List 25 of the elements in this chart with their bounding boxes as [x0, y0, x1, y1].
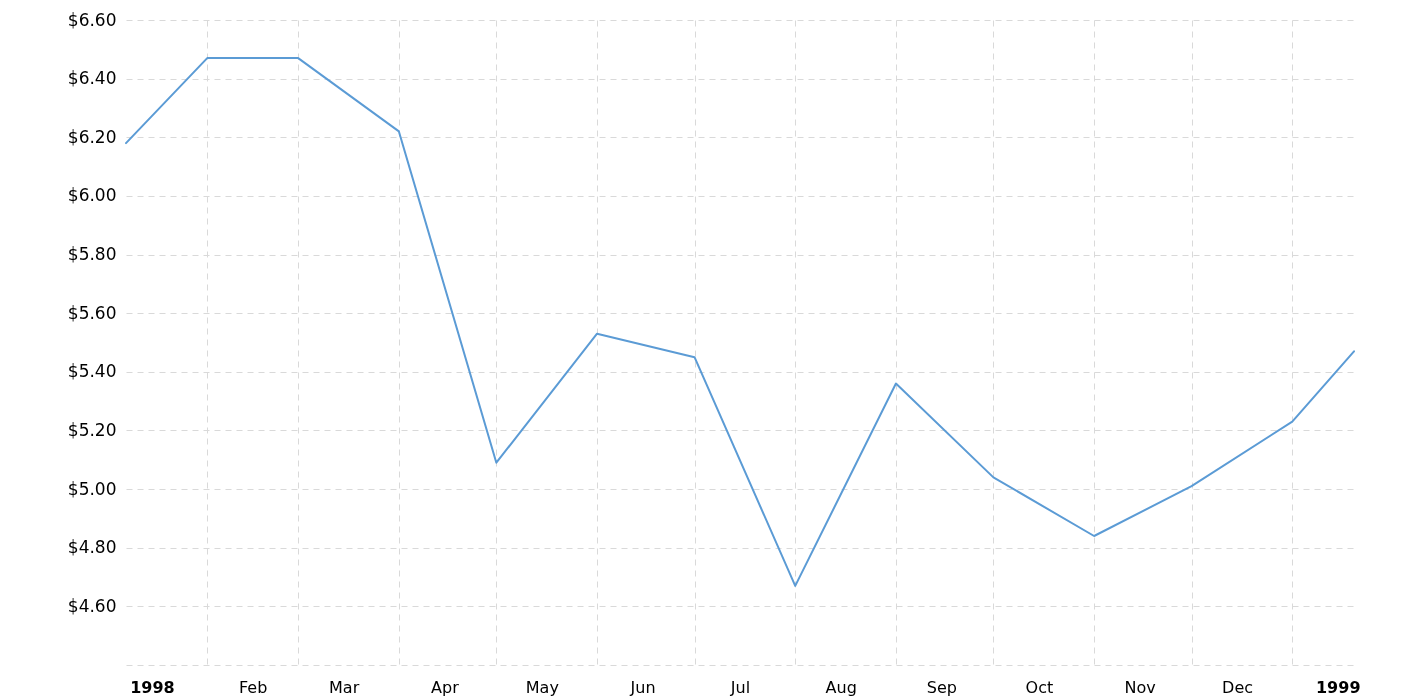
y-tick-label: $5.40 [67, 361, 117, 382]
x-tick-label: 1998 [130, 677, 175, 697]
line-series [125, 57, 1355, 587]
x-tick-label: Mar [329, 677, 360, 697]
x-tick-label: Dec [1222, 677, 1254, 697]
y-tick-label: $6.60 [67, 9, 117, 30]
y-tick-label: $6.00 [67, 185, 117, 206]
y-tick-label: $5.00 [67, 478, 117, 499]
y-tick-label: $4.80 [67, 537, 117, 558]
x-tick-label: Apr [431, 677, 460, 697]
x-tick-label: Oct [1025, 677, 1054, 697]
x-tick-label: Feb [239, 677, 268, 697]
y-tick-label: $6.20 [67, 126, 117, 147]
y-tick-label: $6.40 [67, 68, 117, 89]
y-tick-label: $4.60 [67, 595, 117, 616]
x-tick-label: Nov [1124, 677, 1156, 697]
x-tick-label: Jun [629, 677, 656, 697]
x-tick-label: Aug [825, 677, 857, 697]
x-tick-label: Sep [926, 677, 957, 697]
x-tick-label: Jul [729, 677, 751, 697]
y-tick-label: $5.80 [67, 244, 117, 265]
x-tick-label: 1999 [1315, 677, 1361, 697]
y-tick-label: $5.20 [67, 419, 117, 440]
x-tick-label: May [525, 677, 559, 697]
y-tick-label: $5.60 [67, 302, 117, 323]
